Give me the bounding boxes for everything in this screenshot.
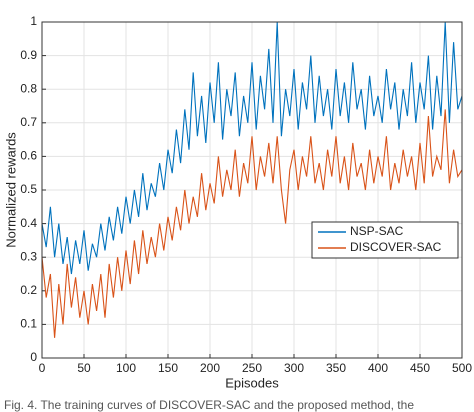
y-axis-label: Normalized rewards bbox=[3, 132, 18, 248]
x-tick-label: 0 bbox=[39, 361, 46, 375]
x-tick-label: 250 bbox=[242, 361, 262, 375]
y-tick-label: 0.1 bbox=[20, 317, 37, 331]
y-tick-label: 0.5 bbox=[20, 182, 37, 196]
y-tick-label: 0 bbox=[30, 350, 37, 364]
series-line bbox=[41, 109, 463, 338]
x-tick-label: 150 bbox=[158, 361, 178, 375]
x-tick-label: 350 bbox=[326, 361, 346, 375]
y-tick-label: 0.7 bbox=[20, 115, 37, 129]
y-tick-label: 0.3 bbox=[20, 249, 37, 263]
x-tick-label: 300 bbox=[284, 361, 304, 375]
legend-box bbox=[311, 221, 459, 259]
y-tick-label: 1 bbox=[30, 14, 37, 28]
x-tick-label: 200 bbox=[200, 361, 220, 375]
x-axis-label: Episodes bbox=[225, 375, 279, 390]
caption: Fig. 4. The training curves of DISCOVER-… bbox=[4, 398, 414, 412]
x-tick-label: 400 bbox=[368, 361, 388, 375]
x-tick-label: 100 bbox=[116, 361, 136, 375]
y-tick-label: 0.4 bbox=[20, 216, 37, 230]
y-tick-label: 0.2 bbox=[20, 283, 37, 297]
legend-label: DISCOVER-SAC bbox=[350, 240, 442, 254]
y-tick-label: 0.9 bbox=[20, 48, 37, 62]
y-tick-label: 0.6 bbox=[20, 149, 37, 163]
plot-frame bbox=[41, 21, 463, 359]
y-tick-label: 0.8 bbox=[20, 81, 37, 95]
x-tick-label: 50 bbox=[77, 361, 91, 375]
x-tick-label: 500 bbox=[452, 361, 472, 375]
legend-label: NSP-SAC bbox=[350, 224, 404, 238]
x-tick-label: 450 bbox=[410, 361, 430, 375]
series-line bbox=[41, 21, 463, 275]
